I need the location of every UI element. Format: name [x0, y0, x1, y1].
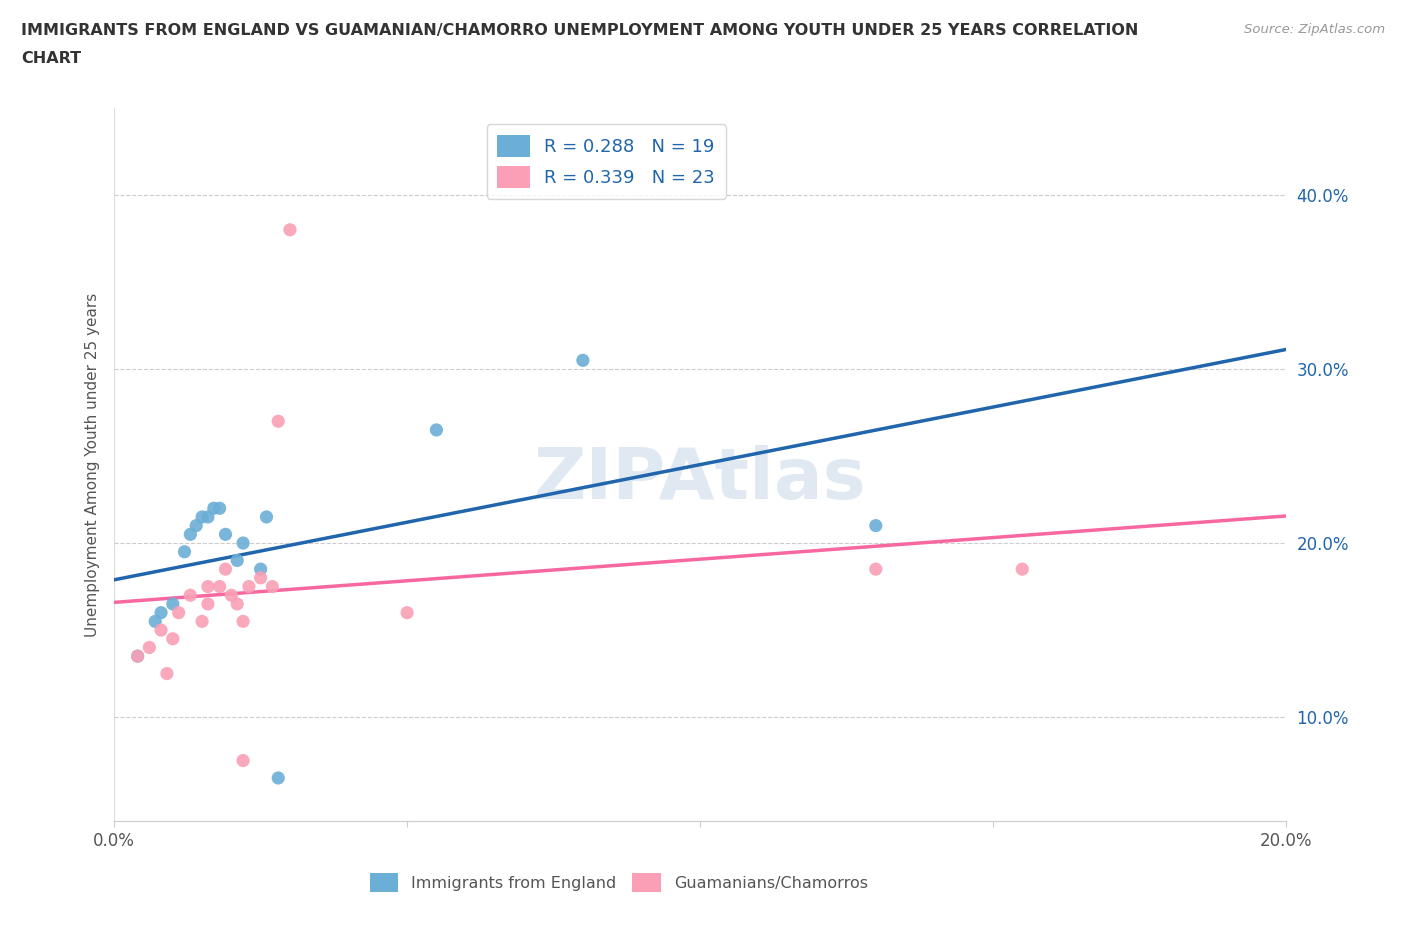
Point [267, 771, 290, 786]
Point [214, 562, 236, 577]
Point [208, 579, 231, 594]
Point [191, 510, 214, 525]
Point [197, 579, 219, 594]
Legend: R = 0.288   N = 19, R = 0.339   N = 23: R = 0.288 N = 19, R = 0.339 N = 23 [486, 125, 725, 199]
Point [278, 222, 301, 237]
Point [572, 352, 595, 367]
Point [262, 579, 284, 594]
Point [179, 588, 201, 603]
Point [150, 622, 173, 637]
Point [396, 605, 419, 620]
Point [232, 536, 254, 551]
Text: IMMIGRANTS FROM ENGLAND VS GUAMANIAN/CHAMORRO UNEMPLOYMENT AMONG YOUTH UNDER 25 : IMMIGRANTS FROM ENGLAND VS GUAMANIAN/CHA… [21, 23, 1139, 38]
Point [865, 518, 887, 533]
Text: Source: ZipAtlas.com: Source: ZipAtlas.com [1244, 23, 1385, 36]
Point [127, 649, 149, 664]
Point [156, 666, 179, 681]
Point [162, 631, 184, 646]
Point [191, 614, 214, 629]
Point [226, 553, 249, 568]
Point [232, 753, 254, 768]
Point [267, 414, 290, 429]
Point [179, 527, 201, 542]
Point [143, 614, 166, 629]
Point [1011, 562, 1033, 577]
Legend: Immigrants from England, Guamanians/Chamorros: Immigrants from England, Guamanians/Cham… [363, 867, 875, 898]
Point [150, 605, 173, 620]
Point [197, 596, 219, 611]
Text: CHART: CHART [21, 51, 82, 66]
Point [249, 562, 271, 577]
Point [256, 510, 278, 525]
Point [138, 640, 160, 655]
Point [197, 510, 219, 525]
Y-axis label: Unemployment Among Youth under 25 years: Unemployment Among Youth under 25 years [86, 293, 100, 637]
Point [173, 544, 195, 559]
Point [226, 596, 249, 611]
Point [162, 596, 184, 611]
Point [238, 579, 260, 594]
Point [249, 570, 271, 585]
Point [865, 562, 887, 577]
Point [186, 518, 208, 533]
Point [167, 605, 190, 620]
Text: ZIPAtlas: ZIPAtlas [534, 445, 866, 513]
Point [221, 588, 243, 603]
Point [202, 501, 225, 516]
Point [232, 614, 254, 629]
Point [208, 501, 231, 516]
Point [214, 527, 236, 542]
Point [425, 422, 447, 437]
Point [127, 649, 149, 664]
